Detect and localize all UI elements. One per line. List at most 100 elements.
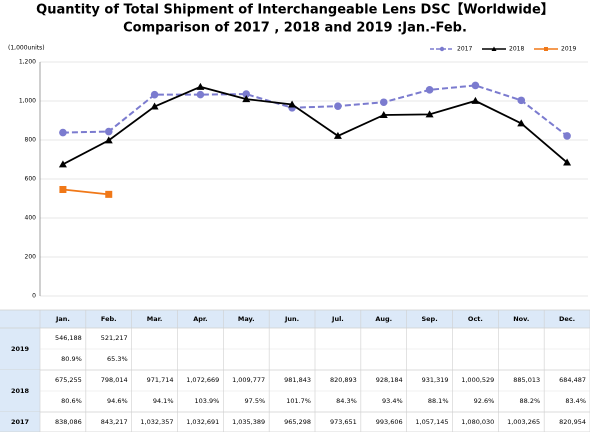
table-header: Jul. bbox=[331, 315, 344, 323]
table-cell: 931,319 bbox=[422, 376, 449, 384]
table-cell: 88.1% bbox=[428, 397, 449, 405]
table-header: Dec. bbox=[559, 315, 575, 323]
y-tick-label: 0 bbox=[32, 293, 36, 300]
table-cell: 885,013 bbox=[513, 376, 540, 384]
table-cell: 1,032,691 bbox=[186, 418, 219, 426]
table-cell: 1,032,357 bbox=[140, 418, 173, 426]
table-cell: 798,014 bbox=[101, 376, 128, 384]
table-header: Aug. bbox=[375, 315, 392, 323]
point bbox=[105, 190, 113, 198]
point bbox=[150, 90, 159, 99]
point bbox=[150, 102, 159, 110]
row-label: 2018 bbox=[11, 387, 30, 395]
table-cell: 65.3% bbox=[107, 355, 128, 363]
row-label: 2017 bbox=[11, 418, 29, 426]
legend-label: 2017 bbox=[457, 46, 472, 53]
table-cell: 971,714 bbox=[147, 376, 174, 384]
point bbox=[425, 86, 434, 94]
y-tick-label: 1,200 bbox=[19, 59, 36, 66]
table-cell: 965,298 bbox=[284, 418, 311, 426]
table-cell: 83.4% bbox=[565, 397, 586, 405]
point bbox=[471, 96, 480, 104]
table-cell: 981,843 bbox=[284, 376, 311, 384]
point bbox=[517, 119, 526, 127]
y-tick-label: 600 bbox=[25, 176, 37, 183]
point bbox=[59, 185, 67, 193]
table-header: Mar. bbox=[147, 315, 163, 323]
point bbox=[379, 111, 388, 119]
table-cell: 521,217 bbox=[101, 334, 128, 342]
table-cell: 843,217 bbox=[101, 418, 128, 426]
table-cell: 1,035,389 bbox=[232, 418, 265, 426]
legend-marker bbox=[491, 46, 497, 51]
table-cell: 93.4% bbox=[382, 397, 403, 405]
y-tick-label: 200 bbox=[25, 254, 37, 261]
point bbox=[104, 127, 113, 136]
series-line bbox=[62, 188, 109, 196]
y-tick-label: 1,000 bbox=[19, 98, 36, 105]
table-header: Jun. bbox=[284, 315, 299, 323]
table-cell: 103.9% bbox=[195, 397, 220, 405]
table-header: Sep. bbox=[421, 315, 437, 323]
table-cell: 97.5% bbox=[245, 397, 266, 405]
table-cell: 1,009,777 bbox=[232, 376, 265, 384]
table-header: Jan. bbox=[55, 315, 70, 323]
point bbox=[242, 95, 251, 103]
table-header: Nov. bbox=[513, 315, 529, 323]
table-cell: 80.6% bbox=[61, 397, 82, 405]
point bbox=[58, 160, 67, 168]
y-tick-label: 400 bbox=[25, 215, 37, 222]
table-cell: 94.6% bbox=[107, 397, 128, 405]
point bbox=[196, 90, 205, 99]
table-cell: 838,086 bbox=[55, 418, 82, 426]
chart-subtitle: Comparison of 2017 , 2018 and 2019 :Jan.… bbox=[123, 21, 467, 36]
chart-title: Quantity of Total Shipment of Interchang… bbox=[36, 2, 554, 18]
table-header: May. bbox=[238, 315, 255, 323]
table-cell: 1,000,529 bbox=[461, 376, 494, 384]
row-label-bg bbox=[0, 328, 40, 370]
table-cell: 820,893 bbox=[330, 376, 357, 384]
point bbox=[104, 136, 113, 144]
table-cell: 1,080,030 bbox=[461, 418, 494, 426]
table-cell: 973,651 bbox=[330, 418, 357, 426]
table-cell: 80.9% bbox=[61, 355, 82, 363]
point bbox=[59, 128, 67, 137]
point bbox=[425, 110, 434, 118]
table-cell: 88.2% bbox=[520, 397, 541, 405]
legend-marker bbox=[439, 46, 445, 52]
point bbox=[288, 100, 297, 108]
y-tick-label: 800 bbox=[25, 137, 37, 144]
table-cell: 546,188 bbox=[55, 334, 82, 342]
table-cell: 94.1% bbox=[153, 397, 174, 405]
legend-marker bbox=[544, 47, 548, 51]
table-cell: 84.3% bbox=[336, 397, 357, 405]
point bbox=[563, 132, 571, 140]
point bbox=[196, 82, 205, 90]
table-cell: 1,072,669 bbox=[186, 376, 219, 384]
y-axis-label: (1,000units) bbox=[8, 45, 45, 52]
table-cell: 675,255 bbox=[55, 376, 82, 384]
point bbox=[563, 158, 572, 166]
table-cell: 820,954 bbox=[559, 418, 586, 426]
point bbox=[517, 96, 526, 105]
point bbox=[333, 131, 342, 139]
row-label-bg bbox=[0, 412, 40, 432]
legend-label: 2019 bbox=[561, 46, 576, 53]
table-cell: 993,606 bbox=[376, 418, 403, 426]
table-header: Apr. bbox=[193, 315, 207, 323]
row-label: 2019 bbox=[11, 345, 30, 353]
table-cell: 1,057,145 bbox=[415, 418, 448, 426]
series-line bbox=[62, 84, 568, 137]
table-header-bg bbox=[0, 310, 590, 328]
table-cell: 928,184 bbox=[376, 376, 403, 384]
table-cell: 684,487 bbox=[559, 376, 586, 384]
point bbox=[379, 98, 388, 107]
point bbox=[471, 81, 480, 90]
table-cell: 92.6% bbox=[474, 397, 495, 405]
row-label-bg bbox=[0, 370, 40, 412]
table-header: Feb. bbox=[101, 315, 117, 323]
series-line bbox=[62, 85, 568, 166]
point bbox=[242, 90, 251, 98]
legend-label: 2018 bbox=[509, 46, 524, 53]
